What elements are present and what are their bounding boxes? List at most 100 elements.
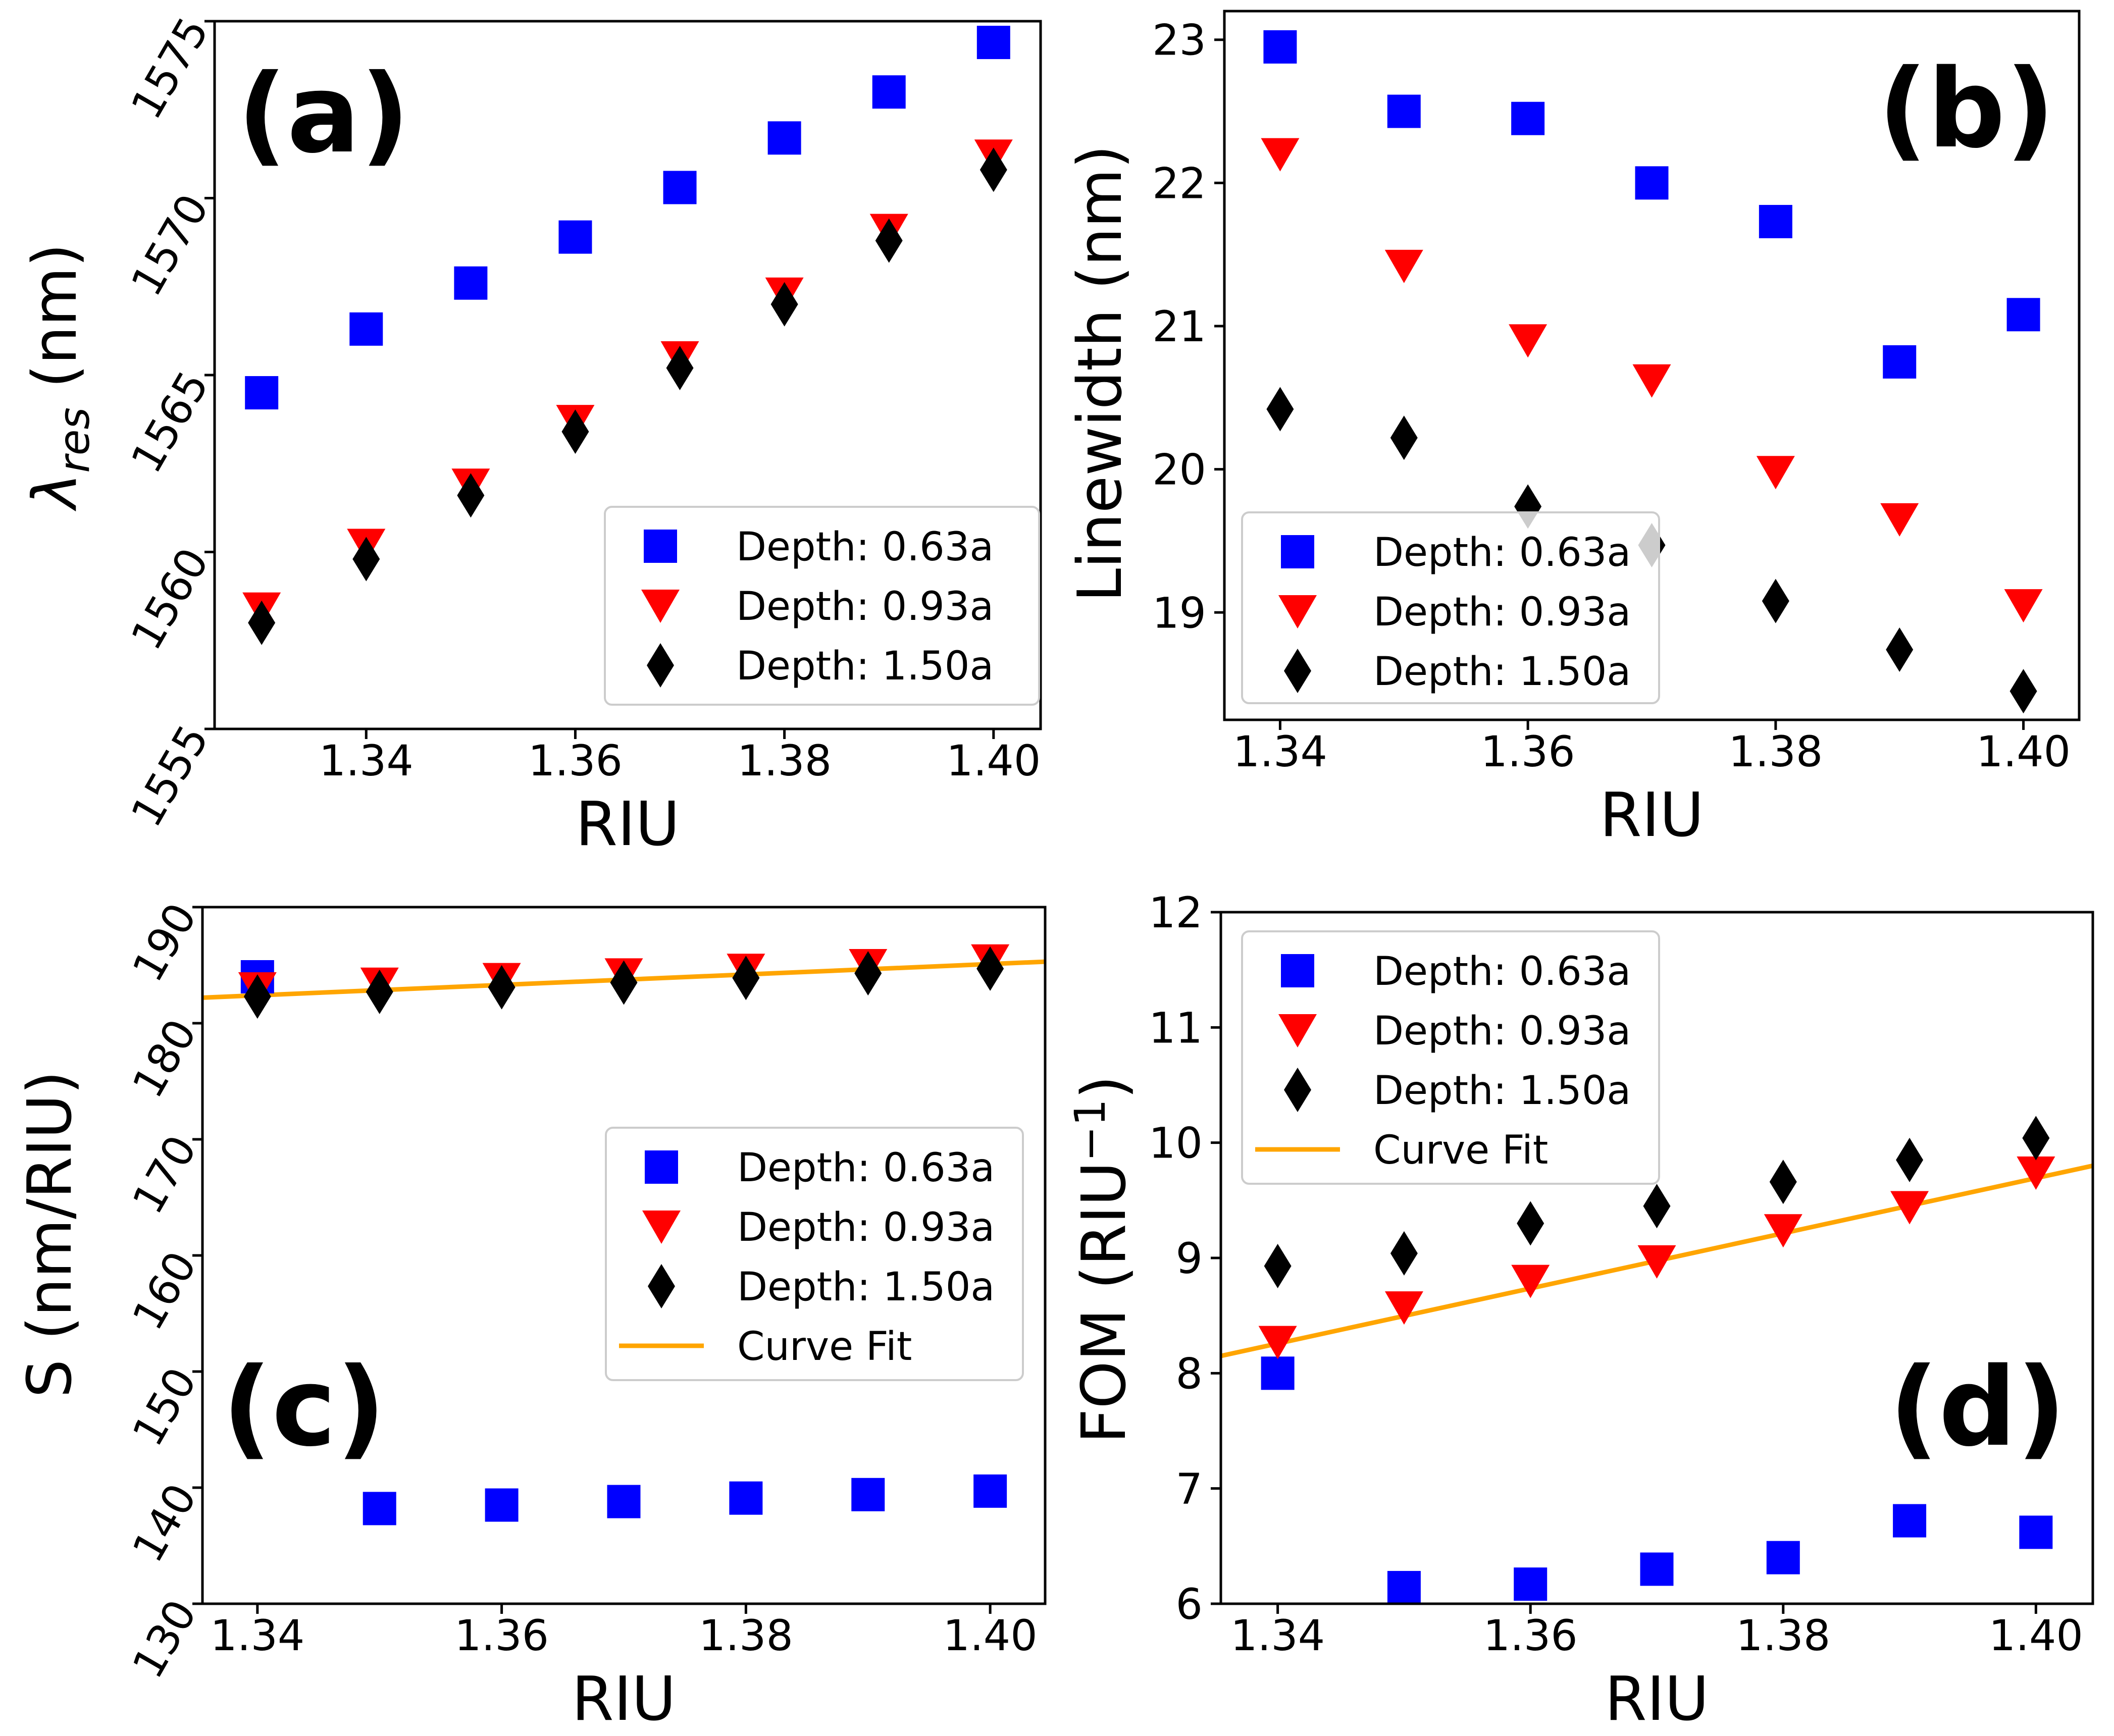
legend-item: Depth: 1.50a <box>1284 649 1631 695</box>
data-point-square <box>1759 204 1792 238</box>
legend-label: Depth: 0.93a <box>737 1205 995 1250</box>
plot-frame <box>1219 911 2094 1605</box>
y-axis-label-main: FOM (RIU <box>1069 1162 1140 1444</box>
data-point-triangle-down <box>1637 1245 1676 1279</box>
legend-marker-square <box>1281 954 1314 987</box>
x-tick-label: 1.38 <box>1728 727 1823 776</box>
data-point-diamond <box>976 946 1004 991</box>
legend-label: Depth: 1.50a <box>1373 1068 1631 1114</box>
data-point-square <box>1883 345 1917 379</box>
series-diamond <box>248 147 1007 645</box>
y-tick-label: 20 <box>1152 445 1206 495</box>
data-point-diamond <box>248 600 276 645</box>
panel-label: (d) <box>1889 1344 2066 1470</box>
data-point-square <box>973 1474 1007 1508</box>
legend-marker-diamond <box>1284 1068 1311 1112</box>
y-axis-label-tail: (nm) <box>20 243 90 407</box>
panel-d: 1.34 1.36 1.38 1.40 6 7 8 9 10 11 12 RIU FOM (RIU−1)… <box>1065 888 2094 1734</box>
data-point-square <box>607 1485 641 1518</box>
data-point-diamond <box>732 956 760 1001</box>
plot-area <box>202 944 1045 1525</box>
panel-b: 1.34 1.36 1.38 1.40 19 20 21 22 23 RIU Linewidth (… <box>1065 10 2081 851</box>
x-axis-label: RIU <box>572 1664 676 1733</box>
y-axis-label-sup: −1 <box>1065 1099 1115 1162</box>
x-tick-label: 1.38 <box>699 1611 793 1660</box>
legend-label: Depth: 0.63a <box>1373 530 1631 575</box>
x-tick-label: 1.38 <box>737 736 832 785</box>
x-axis-label: RIU <box>1600 780 1704 851</box>
data-point-triangle-down <box>2017 1156 2055 1190</box>
legend: Depth: 0.63a Depth: 0.93a Depth: 1.50a <box>604 506 1040 706</box>
x-tick-label: 1.34 <box>210 1611 304 1660</box>
data-point-diamond <box>875 218 903 263</box>
legend-item: Depth: 0.63a <box>1281 949 1631 994</box>
legend: Depth: 0.63a Depth: 0.93a Depth: 1.50a Curv… <box>605 1127 1024 1381</box>
y-axis-label-main: λ <box>20 473 90 512</box>
data-point-square <box>1640 1552 1674 1586</box>
legend-frame <box>1241 511 1660 704</box>
data-point-square <box>1511 101 1545 135</box>
y-tick-label: 7 <box>1176 1464 1203 1514</box>
x-tick-label: 1.36 <box>1483 1611 1578 1660</box>
data-point-square <box>1893 1504 1927 1538</box>
series-square <box>1261 1356 2053 1604</box>
data-point-diamond <box>457 473 485 518</box>
data-point-diamond <box>561 409 589 454</box>
legend-marker-square <box>1281 535 1314 568</box>
data-point-triangle-down <box>2004 589 2043 623</box>
data-point-triangle-down <box>1261 138 1300 172</box>
data-point-diamond <box>610 960 638 1005</box>
data-point-triangle-down <box>1756 456 1795 490</box>
y-tick-label: 11 <box>1149 1003 1203 1053</box>
legend-frame <box>605 1127 1024 1381</box>
legend-item: Depth: 0.63a <box>645 1145 995 1191</box>
panel-c: 1.34 1.36 1.38 1.40130140150160170180190RIU… <box>15 895 1047 1734</box>
data-point-triangle-down <box>1632 364 1671 398</box>
data-point-diamond <box>243 974 271 1019</box>
data-point-diamond <box>352 537 380 582</box>
data-point-diamond <box>770 282 798 327</box>
y-axis-label: Linewidth (nm) <box>1065 145 1136 602</box>
legend-marker-square <box>644 530 677 563</box>
data-point-square <box>363 1492 396 1525</box>
x-tick-label: 1.36 <box>454 1611 549 1660</box>
data-point-square <box>349 312 383 346</box>
data-point-diamond <box>854 951 882 996</box>
data-point-square <box>1514 1567 1548 1601</box>
legend-label: Curve Fit <box>1373 1128 1548 1173</box>
data-point-diamond <box>1390 1231 1418 1276</box>
data-point-diamond <box>488 965 515 1010</box>
data-point-square <box>729 1481 763 1515</box>
y-tick-label: 22 <box>1152 159 1206 208</box>
x-tick-label: 1.40 <box>1976 727 2071 776</box>
legend-item: Curve Fit <box>1255 1128 1548 1173</box>
legend-frame <box>604 506 1040 706</box>
data-point-square <box>872 75 906 109</box>
x-tick-label: 1.40 <box>946 736 1041 785</box>
x-tick-label: 1.38 <box>1736 1611 1830 1660</box>
y-tick-label: 8 <box>1176 1349 1203 1398</box>
data-point-diamond <box>1762 578 1789 623</box>
data-point-diamond <box>1517 1201 1544 1246</box>
legend-item: Depth: 1.50a <box>648 1264 995 1310</box>
data-point-square <box>2006 298 2040 332</box>
legend-label: Depth: 0.63a <box>1373 949 1631 994</box>
panel-label: (b) <box>1878 45 2055 172</box>
x-axis-label: RIU <box>1605 1664 1709 1733</box>
legend-item: Depth: 1.50a <box>647 643 994 689</box>
legend-label: Depth: 1.50a <box>1373 649 1631 695</box>
legend-marker-diamond <box>648 1264 675 1308</box>
plot-frame <box>213 20 1042 730</box>
series-triangle-down <box>1261 138 2043 623</box>
data-point-square <box>976 26 1010 60</box>
legend-marker-triangle-down <box>641 590 680 623</box>
data-point-diamond <box>979 147 1007 192</box>
y-tick-label: 6 <box>1176 1580 1203 1629</box>
legend-marker-triangle-down <box>642 1211 681 1244</box>
panel-a: 1.34 1.36 1.38 1.4015551560156515701575RIUλ… <box>20 9 1042 860</box>
legend-item: Depth: 0.63a <box>1281 530 1631 575</box>
data-point-diamond <box>2009 669 2037 714</box>
